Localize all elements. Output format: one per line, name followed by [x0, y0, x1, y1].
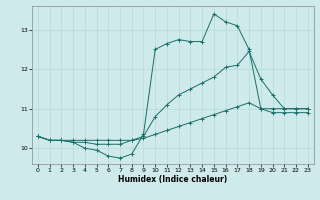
X-axis label: Humidex (Indice chaleur): Humidex (Indice chaleur)	[118, 175, 228, 184]
